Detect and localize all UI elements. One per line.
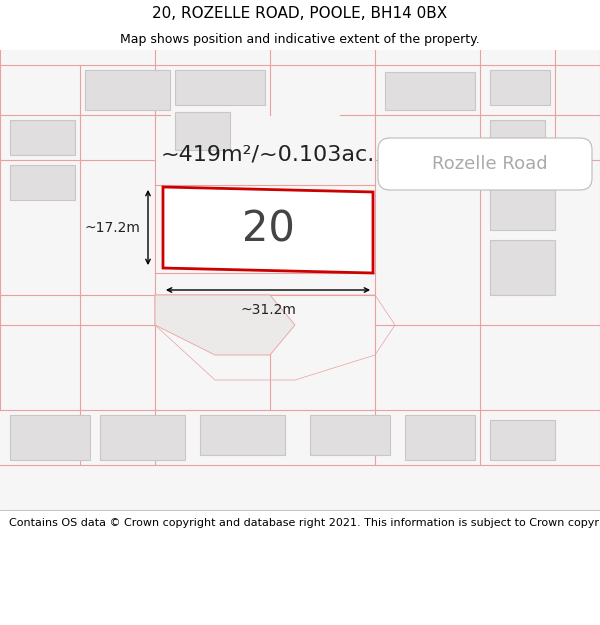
Bar (100, 415, 185, 460)
Polygon shape (155, 295, 295, 355)
Text: Map shows position and indicative extent of the property.: Map shows position and indicative extent… (120, 32, 480, 46)
Bar (85, 70, 170, 110)
FancyBboxPatch shape (378, 138, 592, 190)
Text: ~31.2m: ~31.2m (240, 303, 296, 317)
Bar (200, 415, 285, 455)
Bar (405, 415, 475, 460)
Text: ~17.2m: ~17.2m (84, 221, 140, 234)
Text: Rozelle Road: Rozelle Road (432, 155, 548, 173)
Text: ~419m²/~0.103ac.: ~419m²/~0.103ac. (161, 145, 375, 165)
Bar (10, 165, 75, 200)
Bar (385, 72, 475, 110)
Bar (490, 240, 555, 295)
Bar (490, 120, 545, 150)
Bar (490, 165, 555, 230)
Bar (490, 420, 555, 460)
Bar (175, 112, 230, 150)
Polygon shape (163, 187, 373, 273)
Text: 20, ROZELLE ROAD, POOLE, BH14 0BX: 20, ROZELLE ROAD, POOLE, BH14 0BX (152, 6, 448, 21)
Bar (175, 70, 265, 105)
Bar (490, 70, 550, 105)
Bar (10, 120, 75, 155)
Text: 20: 20 (242, 209, 295, 251)
Text: Contains OS data © Crown copyright and database right 2021. This information is : Contains OS data © Crown copyright and d… (9, 518, 600, 528)
Bar (310, 415, 390, 455)
Polygon shape (155, 295, 395, 380)
Bar (10, 415, 90, 460)
